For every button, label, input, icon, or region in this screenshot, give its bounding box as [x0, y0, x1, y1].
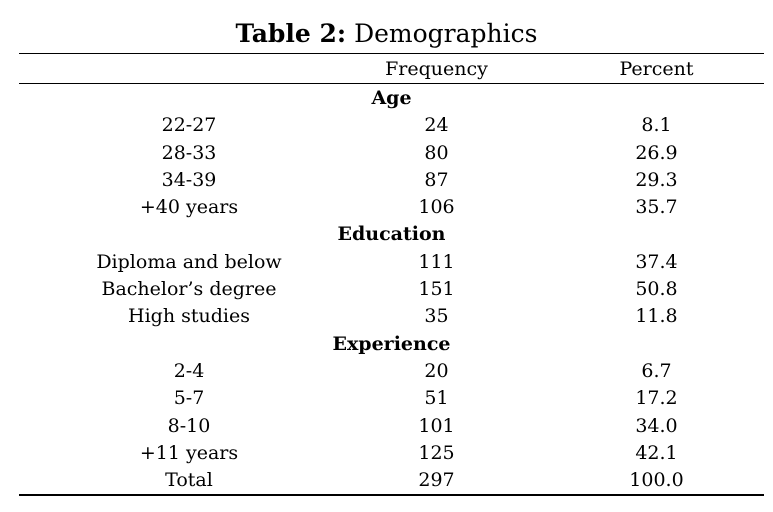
row-percent: 29.3	[635, 168, 678, 191]
row-frequency: 20	[424, 359, 449, 382]
row-label: High studies	[128, 305, 250, 328]
table-row: Bachelor’s degree 151 50.8	[19, 276, 764, 303]
demographics-table: Frequency Percent Age 22-27 24 8.1 28-33…	[19, 55, 764, 494]
row-percent: 37.4	[635, 250, 678, 273]
row-percent: 11.8	[635, 305, 678, 328]
total-frequency: 297	[418, 469, 455, 492]
row-frequency: 125	[418, 441, 455, 464]
column-header-frequency: Frequency	[385, 58, 488, 80]
total-row: Total 297 100.0	[19, 467, 764, 494]
table-header-rule	[19, 83, 764, 84]
table-row: 22-27 24 8.1	[19, 112, 764, 139]
table-row: 34-39 87 29.3	[19, 167, 764, 194]
total-label: Total	[165, 469, 213, 492]
row-label: 2-4	[173, 359, 205, 382]
row-frequency: 101	[418, 414, 455, 437]
row-frequency: 151	[418, 278, 455, 301]
row-label: Diploma and below	[96, 250, 282, 273]
row-percent: 17.2	[635, 387, 678, 410]
table-row: Diploma and below 111 37.4	[19, 249, 764, 276]
row-frequency: 87	[424, 168, 449, 191]
row-label: 34-39	[161, 168, 217, 191]
row-label: +40 years	[139, 196, 239, 219]
column-header-percent: Percent	[619, 58, 694, 80]
row-frequency: 35	[424, 305, 449, 328]
row-label: Bachelor’s degree	[101, 278, 277, 301]
row-frequency: 106	[418, 196, 455, 219]
row-label: 5-7	[173, 387, 205, 410]
row-percent: 35.7	[635, 196, 678, 219]
row-frequency: 80	[424, 141, 449, 164]
table-row: 5-7 51 17.2	[19, 385, 764, 412]
table-row: 2-4 20 6.7	[19, 358, 764, 385]
section-header-row: Age	[19, 85, 764, 112]
row-label: 28-33	[161, 141, 217, 164]
section-header-row: Experience	[19, 331, 764, 358]
table-top-rule	[19, 53, 764, 54]
total-percent: 100.0	[629, 469, 684, 492]
row-percent: 26.9	[635, 141, 678, 164]
row-percent: 8.1	[641, 114, 672, 137]
table-caption-label: Table 2:	[235, 19, 347, 48]
row-percent: 34.0	[635, 414, 678, 437]
row-frequency: 111	[418, 250, 455, 273]
row-percent: 42.1	[635, 441, 678, 464]
section-header-row: Education	[19, 221, 764, 248]
table-row: 8-10 101 34.0	[19, 413, 764, 440]
row-percent: 6.7	[641, 359, 672, 382]
table-row: +40 years 106 35.7	[19, 194, 764, 221]
section-title-experience: Experience	[332, 332, 451, 355]
table-caption: Table 2: Demographics	[0, 18, 773, 50]
table-caption-title: Demographics	[346, 19, 538, 48]
section-title-education: Education	[337, 223, 446, 246]
section-title-age: Age	[371, 87, 412, 109]
row-label: +11 years	[139, 441, 239, 464]
row-frequency: 51	[424, 387, 449, 410]
row-label: 8-10	[167, 414, 211, 437]
table-header-row: Frequency Percent	[19, 55, 764, 83]
table-bottom-rule	[19, 494, 764, 496]
table-row: +11 years 125 42.1	[19, 440, 764, 467]
row-label: 22-27	[161, 114, 217, 137]
row-percent: 50.8	[635, 278, 678, 301]
table-row: High studies 35 11.8	[19, 303, 764, 330]
row-frequency: 24	[424, 114, 449, 137]
table-row: 28-33 80 26.9	[19, 140, 764, 167]
